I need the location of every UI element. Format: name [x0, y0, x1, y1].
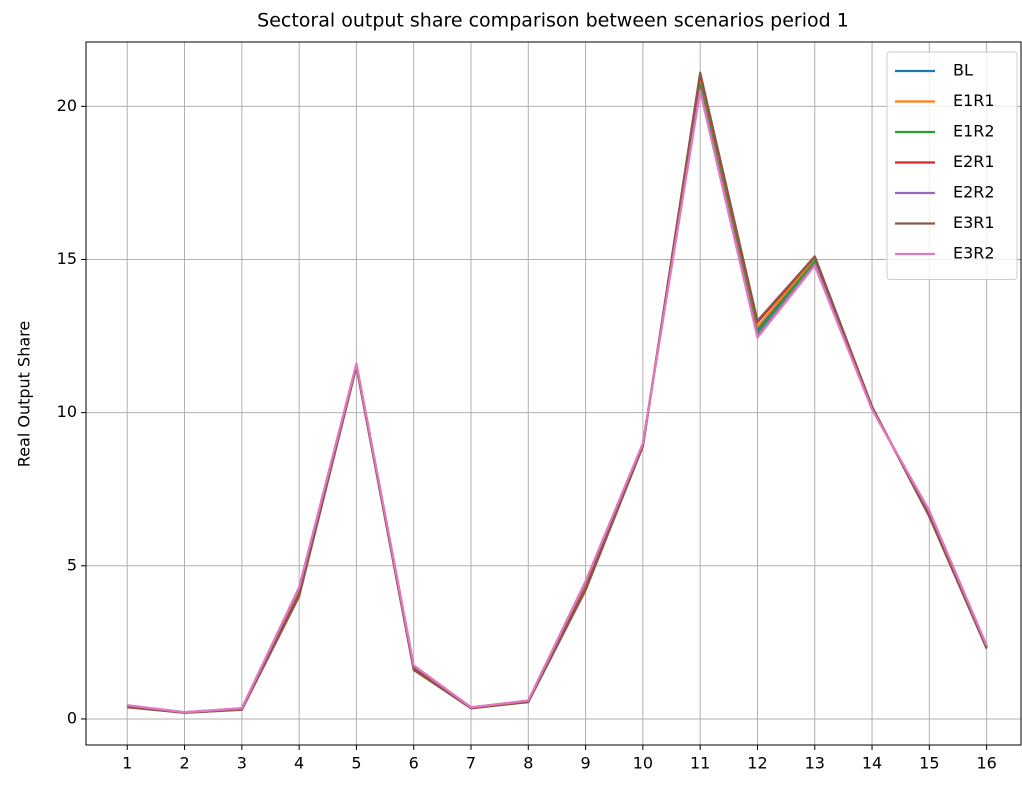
x-tick-label: 7 [466, 754, 476, 773]
x-tick-label: 11 [690, 754, 710, 773]
legend: BL E1R1 E1R2 E2R1 E2R2 E3R1 E3R2 [886, 51, 1018, 280]
y-tick-label: 20 [57, 96, 77, 115]
y-tick-label: 10 [57, 402, 77, 421]
legend-label: E3R2 [953, 244, 995, 263]
series-line [127, 71, 988, 714]
series-line [127, 83, 988, 714]
x-tick-label: 4 [294, 754, 304, 773]
x-tick-label: 10 [633, 754, 653, 773]
x-tick-label: 14 [862, 754, 882, 773]
x-tick-label: 2 [179, 754, 189, 773]
x-tick-label: 1 [122, 754, 132, 773]
x-tick-label: 16 [976, 754, 996, 773]
legend-label: E2R2 [953, 183, 995, 202]
x-tick-label: 5 [351, 754, 361, 773]
legend-label: E1R1 [953, 91, 995, 110]
y-axis-label: Real Output Share [15, 321, 34, 467]
series-line [127, 73, 988, 714]
x-tick-label: 3 [237, 754, 247, 773]
legend-label: E1R2 [953, 122, 995, 141]
series-line [127, 88, 988, 714]
series-line [127, 77, 988, 714]
series-line [127, 80, 988, 714]
x-tick-label: 15 [919, 754, 939, 773]
x-tick-label: 12 [747, 754, 767, 773]
legend-box [886, 51, 1018, 280]
y-tick-label: 5 [67, 555, 77, 574]
x-tick-label: 9 [580, 754, 590, 773]
chart-title: Sectoral output share comparison between… [257, 10, 849, 32]
x-tick-label: 6 [409, 754, 419, 773]
series-line [127, 89, 988, 714]
x-tick-label: 8 [523, 754, 533, 773]
plot-frame [85, 41, 1022, 746]
legend-label: BL [953, 61, 973, 80]
x-tick-label: 13 [805, 754, 825, 773]
legend-label: E3R1 [953, 213, 995, 232]
legend-label: E2R1 [953, 152, 995, 171]
y-tick-label: 0 [67, 708, 77, 727]
y-tick-label: 15 [57, 249, 77, 268]
